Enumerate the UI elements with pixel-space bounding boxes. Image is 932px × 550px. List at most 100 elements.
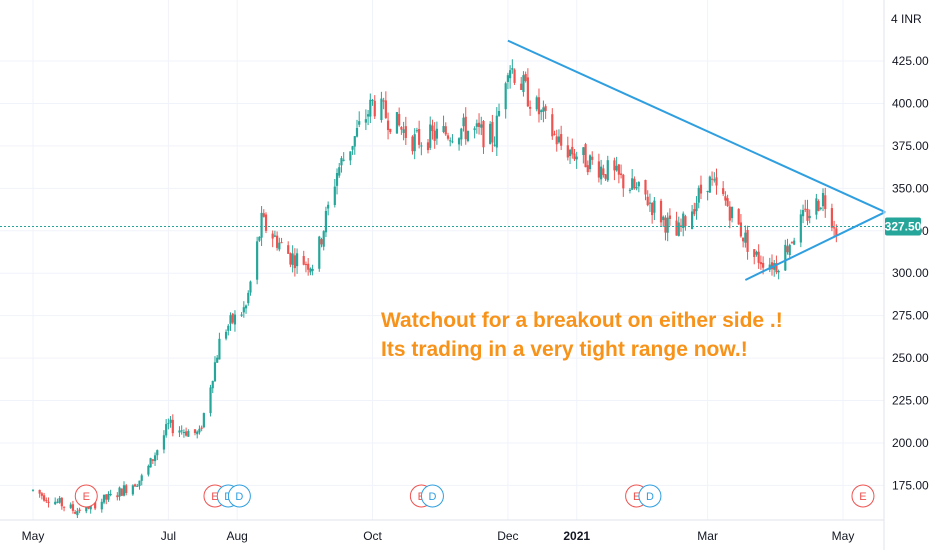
event-label: E [83, 491, 90, 503]
candle-body [675, 220, 678, 236]
candle-body [449, 140, 452, 142]
candle-body [604, 174, 607, 179]
candle-body [351, 146, 354, 150]
candle-body [302, 256, 305, 265]
event-markers[interactable]: EEDDEDEDE [74, 484, 875, 508]
candle-body [76, 510, 79, 516]
candle-body [560, 134, 563, 146]
event-label: E [633, 491, 640, 503]
candle-body [287, 245, 290, 254]
candle-body [74, 511, 77, 514]
candle-body [513, 69, 516, 83]
candle-body [295, 253, 299, 267]
candle-body [335, 172, 339, 186]
candle-body [193, 429, 197, 434]
candle-body [511, 68, 514, 70]
candle-body [202, 413, 205, 428]
dividend-marker[interactable]: D [638, 484, 662, 508]
candle-body [147, 465, 150, 475]
candle-body [462, 117, 465, 127]
candle-body [582, 147, 585, 156]
candle-body [473, 128, 476, 131]
annotation-text[interactable]: Watchout for a breakout on either side .… [381, 309, 783, 361]
candle-body [457, 138, 461, 145]
candle-body [153, 455, 157, 462]
y-tick-label: 350.00 [892, 181, 929, 195]
candle-body [102, 494, 106, 503]
candle-body [38, 489, 41, 494]
candle-body [790, 242, 794, 244]
candle-body [413, 134, 416, 152]
candle-body [653, 200, 656, 213]
candle-body [617, 164, 620, 175]
candle-body [708, 176, 711, 193]
earnings-marker[interactable]: E [74, 484, 98, 508]
candle-body [571, 146, 574, 155]
candle-body [528, 106, 532, 109]
upper-trendline[interactable] [507, 39, 886, 213]
dividend-marker[interactable]: D [420, 484, 444, 508]
candle-body [402, 129, 405, 133]
candle-body [211, 380, 214, 389]
candle-body [433, 130, 436, 141]
candle-body [808, 215, 811, 219]
candle-body [258, 236, 261, 241]
candle-body [227, 325, 230, 331]
last-price-badge[interactable]: 327.50 [885, 217, 922, 236]
chart-grid [0, 0, 884, 520]
candle-body [622, 174, 625, 189]
triangle-trendlines[interactable] [507, 39, 886, 281]
candle-body [584, 144, 587, 168]
candle-body [293, 255, 296, 269]
candle-body [131, 485, 134, 495]
candle-body [418, 129, 421, 145]
candle-body [651, 202, 654, 216]
time-axis[interactable]: May Jul Aug Oct Dec 2021 Mar May [22, 529, 855, 543]
candle-body [167, 423, 170, 425]
candle-body [435, 128, 438, 139]
candle-body [395, 112, 399, 134]
candle-body [460, 128, 463, 140]
candle-body [677, 222, 680, 236]
candle-body [169, 419, 172, 423]
candle-body [615, 165, 618, 171]
event-circle [420, 484, 444, 508]
candle-body [722, 188, 725, 195]
candle-body [495, 115, 498, 148]
candle-body [522, 75, 525, 93]
candle-body [544, 106, 547, 111]
price-axis[interactable]: 175.00200.00225.00250.00275.00300.00325.… [892, 54, 929, 492]
candle-body [799, 214, 802, 243]
candle-body [602, 168, 605, 176]
candle-body [819, 207, 822, 209]
candle-body [431, 125, 434, 132]
candle-body [94, 499, 97, 509]
candle-body [404, 126, 407, 138]
candle-body [726, 198, 729, 207]
lower-trendline[interactable] [744, 211, 886, 281]
candle-body [637, 182, 640, 187]
candle-body [506, 75, 510, 82]
candle-body [744, 232, 747, 243]
candle-body [380, 98, 383, 120]
candle-body [475, 123, 478, 127]
earnings-marker[interactable]: E [851, 484, 875, 508]
x-tick-label: May [832, 529, 855, 543]
candle-body [693, 209, 696, 215]
candle-body [633, 178, 636, 189]
y-tick-label: 250.00 [892, 351, 929, 365]
candle-body [382, 100, 385, 102]
candle-body [788, 244, 791, 256]
candle-body [815, 198, 818, 215]
candle-body [278, 242, 281, 250]
candle-body [291, 253, 294, 265]
candle-body [835, 228, 838, 236]
candle-body [231, 313, 234, 323]
candle-body [575, 156, 578, 160]
dividend-marker[interactable]: D [227, 484, 251, 508]
candle-body [524, 73, 527, 81]
candle-body [540, 110, 543, 113]
event-label: D [235, 491, 243, 503]
candle-body [40, 493, 43, 496]
